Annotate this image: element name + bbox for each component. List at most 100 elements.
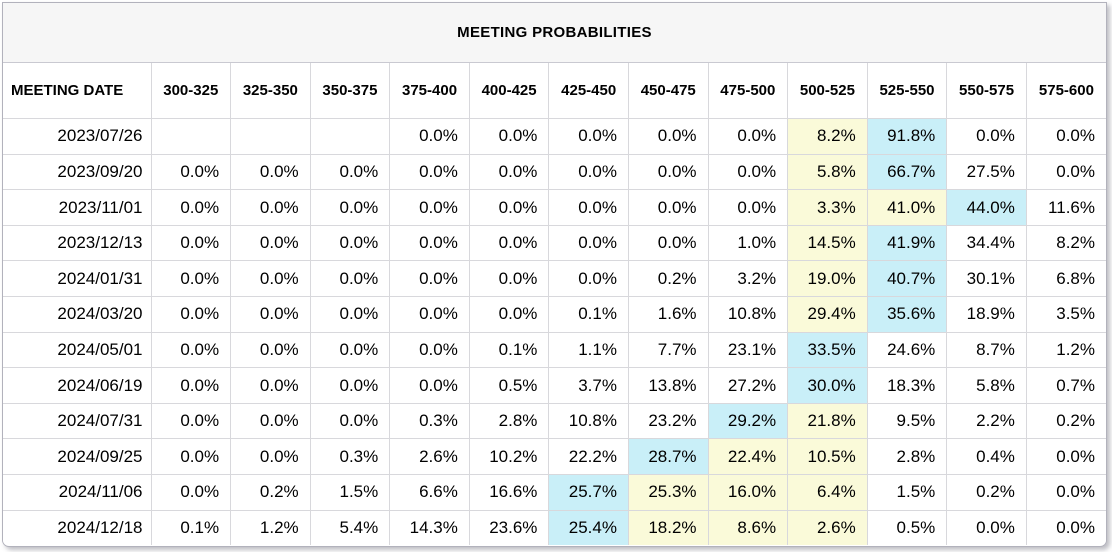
probability-cell: 0.2% [1026,403,1106,440]
probability-cell: 0.0% [230,367,311,404]
probability-cell: 0.0% [310,296,391,333]
probability-cell: 0.0% [230,403,311,440]
probability-cell: 40.7% [867,260,948,298]
probability-cell: 0.2% [946,474,1027,511]
probability-cell: 1.2% [230,510,311,545]
probability-cell: 0.0% [548,189,629,226]
probability-cell: 18.3% [867,367,948,404]
probability-cell: 0.0% [230,260,311,298]
probability-cell: 0.0% [628,189,709,226]
probability-cell: 0.5% [469,367,550,404]
probability-cell: 5.4% [310,510,391,545]
meeting-date-cell: 2024/06/19 [3,367,152,404]
probability-cell: 0.0% [230,154,311,191]
probability-cell: 10.2% [469,438,550,476]
probability-cell: 0.0% [389,332,470,369]
probability-cell: 0.0% [469,118,550,155]
probability-cell: 0.0% [151,474,232,511]
probability-cell: 0.0% [310,154,391,191]
probability-cell: 0.0% [310,260,391,298]
header-row: MEETING DATE 300-325 325-350 350-375 375… [3,63,1106,119]
probability-cell: 0.0% [946,118,1027,155]
probability-cell: 0.3% [310,438,391,476]
probability-cell: 91.8% [867,118,948,155]
probability-cell: 11.6% [1026,189,1106,226]
table-row: 2024/01/31 0.0% 0.0% 0.0% 0.0% 0.0% 0.0% 0.2% 3.… [3,260,1106,298]
probability-cell: 13.8% [628,367,709,404]
meeting-date-cell: 2024/07/31 [3,403,152,440]
probability-cell: 10.5% [787,438,868,476]
probability-cell: 3.7% [548,367,629,404]
probability-cell: 27.5% [946,154,1027,191]
probability-cell: 0.0% [389,260,470,298]
probability-cell: 0.0% [151,225,232,262]
probability-cell: 6.8% [1026,260,1106,298]
probability-cell: 2.2% [946,403,1027,440]
probability-cell: 23.1% [708,332,789,369]
meeting-date-cell: 2023/12/13 [3,225,152,262]
meeting-date-cell: 2023/07/26 [3,118,152,155]
probability-cell: 1.1% [548,332,629,369]
probability-cell: 0.0% [389,296,470,333]
probability-cell: 0.0% [469,260,550,298]
probability-cell: 10.8% [708,296,789,333]
probability-cell [310,118,391,155]
probability-cell: 29.4% [787,296,868,333]
probability-cell: 41.0% [867,189,948,226]
probability-cell: 19.0% [787,260,868,298]
probability-cell: 22.4% [708,438,789,476]
meeting-date-cell: 2024/01/31 [3,260,152,298]
probability-cell: 2.8% [867,438,948,476]
probability-cell: 24.6% [867,332,948,369]
probability-cell: 0.0% [230,438,311,476]
probability-cell: 3.3% [787,189,868,226]
probability-cell: 0.0% [469,225,550,262]
column-header-525-550: 525-550 [867,63,948,119]
probability-cell: 0.0% [628,154,709,191]
probability-cell: 0.7% [1026,367,1106,404]
probability-cell: 18.2% [628,510,709,545]
probability-cell: 3.2% [708,260,789,298]
probability-cell: 0.0% [151,438,232,476]
probability-cell: 5.8% [946,367,1027,404]
probability-cell: 0.0% [310,332,391,369]
table-row: 2024/06/19 0.0% 0.0% 0.0% 0.0% 0.5% 3.7% 13.8% 2… [3,367,1106,404]
probability-cell: 8.7% [946,332,1027,369]
table-row: 2023/07/26 0.0% 0.0% 0.0% 0.0% 0.0% 8.2% 91.8% 0… [3,118,1106,155]
probability-cell: 0.0% [151,403,232,440]
probability-cell [151,118,232,155]
probabilities-table: MEETING DATE 300-325 325-350 350-375 375… [3,63,1106,545]
probability-cell: 33.5% [787,332,868,369]
column-header-325-350: 325-350 [230,63,311,119]
probability-cell: 25.4% [548,510,629,545]
column-header-meeting-date: MEETING DATE [3,63,152,119]
probability-cell: 25.3% [628,474,709,511]
meeting-date-cell: 2023/09/20 [3,154,152,191]
meeting-date-cell: 2024/09/25 [3,438,152,476]
probability-cell: 2.6% [787,510,868,545]
probability-cell: 28.7% [628,438,709,476]
column-header-300-325: 300-325 [151,63,232,119]
probability-cell: 21.8% [787,403,868,440]
probability-cell: 0.0% [469,189,550,226]
probability-cell: 0.0% [1026,154,1106,191]
probability-cell: 0.0% [151,260,232,298]
probability-cell: 3.5% [1026,296,1106,333]
probability-cell: 0.5% [867,510,948,545]
meeting-date-cell: 2024/12/18 [3,510,152,545]
probability-cell: 25.7% [548,474,629,511]
probability-cell: 0.0% [151,189,232,226]
probability-cell: 41.9% [867,225,948,262]
table-body: 2023/07/26 0.0% 0.0% 0.0% 0.0% 0.0% 8.2% 91.8% 0… [3,118,1106,545]
meeting-date-cell: 2024/03/20 [3,296,152,333]
probability-cell: 0.0% [708,189,789,226]
table-row: 2024/09/25 0.0% 0.0% 0.3% 2.6% 10.2% 22.2% 28.7… [3,438,1106,476]
probability-cell: 0.0% [389,154,470,191]
table-row: 2024/12/18 0.1% 1.2% 5.4% 14.3% 23.6% 25.4% 18.… [3,510,1106,545]
column-header-575-600: 575-600 [1026,63,1106,119]
table-title: MEETING PROBABILITIES [457,24,652,41]
probability-cell: 0.0% [389,225,470,262]
column-header-425-450: 425-450 [548,63,629,119]
table-row: 2023/11/01 0.0% 0.0% 0.0% 0.0% 0.0% 0.0% 0.0% 0.… [3,189,1106,226]
probability-cell: 0.0% [310,403,391,440]
